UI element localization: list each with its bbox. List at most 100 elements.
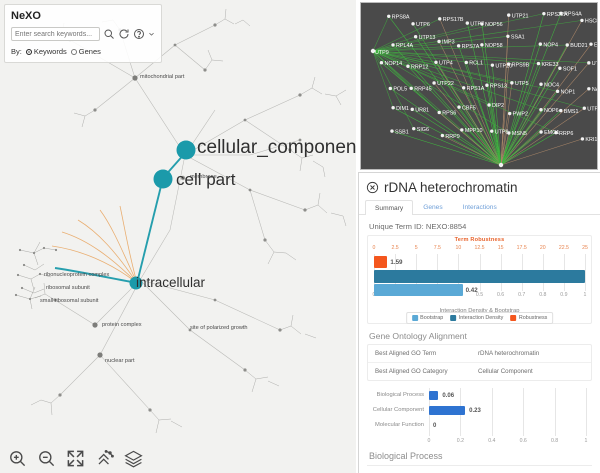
search-panel[interactable]: NeXO (4, 4, 162, 63)
network-node[interactable] (406, 64, 410, 68)
network-node[interactable] (440, 133, 445, 138)
network-node[interactable] (460, 128, 464, 132)
tree-label-membrane[interactable]: membrane (190, 174, 217, 180)
tab-interactions[interactable]: Interactions (462, 204, 497, 211)
ontology-tree-panel[interactable]: cellular_component cell part intracellul… (0, 0, 356, 473)
tree-label-site-of-polarized-growth[interactable]: site of polarized growth (190, 325, 248, 331)
network-edge (458, 45, 502, 166)
collapse-tree-icon[interactable] (95, 449, 114, 468)
network-node[interactable] (434, 60, 438, 64)
network-node[interactable] (391, 106, 395, 110)
network-node[interactable] (555, 89, 560, 94)
chart-title-term-robustness: Term Robustness (454, 237, 505, 243)
network-node[interactable] (506, 62, 511, 66)
chevron-down-icon[interactable] (148, 28, 155, 40)
layers-icon[interactable] (124, 449, 143, 468)
network-node[interactable] (480, 43, 484, 47)
network-node[interactable] (582, 106, 587, 110)
network-node[interactable] (498, 162, 504, 168)
radio-genes-dot[interactable] (70, 48, 77, 55)
radio-keywords[interactable]: Keywords (25, 47, 67, 56)
tree-label-intracellular[interactable]: intracellular (136, 275, 206, 290)
network-node[interactable] (409, 86, 413, 91)
gene-interaction-network-panel[interactable]: RPS8A UTP6 RPS17B UTP7 NOP56 UTP21 RPS22A RPS4A… (360, 2, 598, 170)
network-node[interactable] (554, 130, 558, 135)
zoom-out-icon[interactable] (37, 449, 56, 468)
search-input[interactable] (11, 27, 100, 41)
search-icon[interactable] (103, 28, 115, 40)
network-node[interactable] (539, 82, 543, 86)
network-node[interactable] (437, 110, 441, 115)
network-node[interactable] (456, 44, 461, 48)
network-node[interactable] (480, 22, 484, 26)
network-node[interactable] (487, 103, 491, 107)
zoom-in-icon[interactable] (8, 449, 27, 468)
network-node[interactable] (388, 86, 393, 91)
network-edge (491, 131, 502, 166)
network-edge (439, 112, 502, 166)
network-node[interactable] (465, 21, 470, 25)
network-node-label: NOP6 (544, 108, 559, 114)
term-summary-panel[interactable]: rDNA heterochromatin Summary Genes Inter… (358, 172, 600, 473)
network-node[interactable] (559, 108, 563, 113)
tree-label-ribosomal-subunit[interactable]: ribosomal subunit (46, 285, 90, 291)
network-node[interactable] (413, 35, 418, 39)
tree-label-cell-part[interactable]: cell part (176, 170, 236, 189)
network-node[interactable] (507, 111, 512, 116)
tree-label-mitochondrial-part[interactable]: mitochondrial part (140, 74, 185, 80)
network-node[interactable] (379, 61, 384, 65)
network-node[interactable] (437, 39, 441, 44)
help-icon[interactable] (133, 28, 145, 40)
node-cellular-component (176, 140, 196, 160)
network-node[interactable] (411, 22, 415, 26)
network-node[interactable] (457, 105, 461, 109)
network-node[interactable] (490, 129, 494, 133)
network-node[interactable] (542, 11, 546, 16)
network-node[interactable] (370, 48, 376, 54)
network-node[interactable] (507, 131, 511, 135)
fit-to-screen-icon[interactable] (66, 449, 85, 468)
network-node[interactable] (510, 81, 514, 85)
network-node[interactable] (565, 43, 569, 47)
network-node[interactable] (391, 43, 395, 47)
radio-keywords-dot[interactable] (25, 48, 32, 55)
network-node[interactable] (559, 11, 563, 16)
network-node[interactable] (412, 126, 416, 131)
network-node[interactable] (490, 63, 495, 67)
network-node[interactable] (387, 14, 391, 18)
tree-label-protein-complex[interactable]: protein complex (102, 322, 142, 328)
ontology-tree-graph[interactable] (0, 0, 356, 473)
network-node[interactable] (410, 107, 414, 112)
network-node[interactable] (464, 60, 468, 65)
tab-summary[interactable]: Summary (365, 200, 414, 215)
network-node[interactable] (506, 34, 510, 38)
network-node-label: RPS13 (490, 83, 507, 89)
chart-bar-biological-process (429, 391, 439, 400)
network-node[interactable] (587, 87, 591, 91)
network-node[interactable] (539, 108, 543, 112)
network-node[interactable] (438, 17, 442, 21)
network-node[interactable] (538, 42, 543, 46)
gene-network-graph[interactable]: RPS8A UTP6 RPS17B UTP7 NOP56 UTP21 RPS22ARPS4A… (361, 3, 598, 170)
network-node[interactable] (432, 81, 436, 85)
tree-label-small-ribosomal-subunit[interactable]: small ribosomal subunit (40, 298, 99, 304)
network-node[interactable] (485, 83, 489, 87)
network-node[interactable] (587, 61, 591, 65)
network-node[interactable] (580, 137, 585, 141)
refresh-icon[interactable] (118, 28, 130, 40)
network-node[interactable] (539, 130, 543, 134)
network-node[interactable] (390, 129, 394, 133)
radio-genes[interactable]: Genes (70, 47, 101, 56)
network-node[interactable] (589, 42, 593, 46)
network-node[interactable] (558, 66, 562, 70)
tab-genes[interactable]: Genes (423, 204, 443, 211)
close-circle-icon[interactable] (366, 181, 379, 194)
network-node[interactable] (536, 61, 541, 66)
network-node[interactable] (580, 18, 584, 23)
tree-label-nuclear-part[interactable]: nuclear part (105, 358, 135, 364)
network-node[interactable] (507, 13, 511, 17)
network-edge (438, 41, 502, 166)
tree-label-cellular-component[interactable]: cellular_component (197, 137, 356, 158)
network-node[interactable] (461, 86, 466, 90)
tree-label-ribonucleoprotein-complex[interactable]: ribonucleoprotein complex (44, 272, 110, 278)
